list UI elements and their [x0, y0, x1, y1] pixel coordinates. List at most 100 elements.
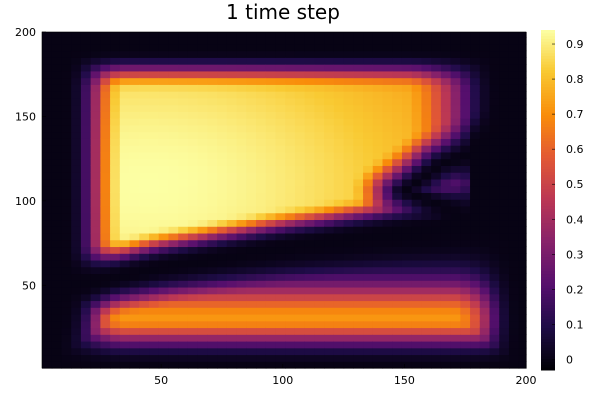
heatmap-cell	[246, 199, 257, 207]
colorbar-segment	[541, 115, 555, 119]
heatmap-cell	[168, 192, 179, 200]
heatmap-cell	[382, 307, 393, 315]
heatmap-cell	[333, 178, 345, 187]
heatmap-cell	[518, 43, 527, 52]
heatmap-cell	[363, 219, 374, 227]
heatmap-cell	[401, 226, 413, 234]
heatmap-cell	[363, 266, 374, 275]
heatmap-cell	[431, 91, 442, 99]
heatmap-cell	[158, 50, 170, 58]
heatmap-cell	[372, 212, 384, 221]
heatmap-cell	[207, 57, 218, 65]
heatmap-cell	[168, 354, 179, 362]
heatmap-cell	[139, 334, 150, 342]
heatmap-cell	[392, 32, 403, 38]
heatmap-cell	[100, 320, 111, 329]
heatmap-cell	[236, 70, 247, 79]
heatmap-cell	[285, 172, 296, 180]
heatmap-cell	[382, 300, 393, 308]
heatmap-cell	[256, 361, 267, 369]
heatmap-cell	[178, 253, 189, 261]
heatmap-cell	[61, 70, 72, 79]
heatmap-cell	[499, 172, 510, 180]
heatmap-cell	[119, 118, 131, 126]
colorbar-segment	[541, 55, 555, 59]
heatmap-cell	[139, 192, 150, 200]
heatmap-cell	[187, 77, 199, 85]
heatmap-cell	[197, 111, 208, 119]
heatmap-cell	[139, 232, 150, 241]
heatmap-cell	[440, 199, 452, 207]
colorbar-segment	[541, 225, 555, 229]
heatmap-cell	[508, 226, 520, 234]
heatmap-cell	[343, 273, 354, 281]
heatmap-cell	[207, 320, 218, 329]
colorbar-segment	[541, 75, 555, 79]
heatmap-cell	[119, 232, 131, 241]
heatmap-cell	[489, 246, 500, 254]
heatmap-cell	[382, 104, 393, 112]
heatmap-cell	[343, 57, 354, 65]
heatmap-cell	[363, 70, 374, 79]
heatmap-cell	[479, 165, 491, 173]
heatmap-cell	[236, 239, 247, 248]
heatmap-cell	[168, 32, 179, 38]
heatmap-cell	[90, 347, 101, 356]
heatmap-cell	[158, 212, 170, 221]
heatmap-cell	[421, 97, 432, 106]
heatmap-cell	[217, 118, 228, 126]
heatmap-cell	[178, 151, 189, 160]
heatmap-cell	[275, 50, 286, 58]
heatmap-cell	[139, 340, 150, 349]
heatmap-cell	[450, 32, 461, 38]
heatmap-cell	[294, 158, 306, 166]
heatmap-cell	[158, 259, 170, 268]
heatmap-cell	[460, 347, 471, 356]
heatmap-cell	[470, 334, 481, 342]
heatmap-cell	[431, 151, 442, 160]
heatmap-cell	[265, 320, 277, 329]
heatmap-cell	[324, 226, 335, 234]
heatmap-cell	[353, 361, 364, 369]
heatmap-cell	[61, 340, 72, 349]
heatmap-cell	[149, 192, 160, 200]
heatmap-cell	[314, 111, 325, 119]
heatmap-cell	[158, 138, 170, 146]
heatmap-cell	[489, 280, 500, 288]
heatmap-cell	[149, 307, 160, 315]
heatmap-cell	[314, 165, 325, 173]
heatmap-cell	[401, 327, 413, 335]
heatmap-cell	[110, 280, 121, 288]
heatmap-cell	[119, 57, 131, 65]
heatmap-cell	[479, 286, 491, 295]
heatmap-cell	[324, 43, 335, 52]
heatmap-cell	[168, 347, 179, 356]
heatmap-cell	[236, 347, 247, 356]
heatmap-cell	[343, 259, 354, 268]
heatmap-cell	[90, 77, 101, 85]
heatmap-cell	[265, 354, 277, 362]
plot-area	[41, 31, 527, 369]
heatmap-cell	[119, 307, 131, 315]
heatmap-cell	[411, 158, 423, 166]
heatmap-cell	[119, 131, 131, 139]
heatmap-cell	[382, 286, 393, 295]
heatmap-cell	[304, 205, 315, 214]
heatmap-cell	[411, 178, 423, 187]
heatmap-cell	[265, 293, 277, 302]
heatmap-cell	[431, 158, 442, 166]
heatmap-cell	[343, 131, 354, 139]
heatmap-cell	[470, 151, 481, 160]
heatmap-cell	[314, 300, 325, 308]
heatmap-cell	[411, 199, 423, 207]
heatmap-cell	[401, 124, 413, 133]
heatmap-cell	[363, 307, 374, 315]
heatmap-cell	[129, 226, 140, 234]
heatmap-cell	[168, 185, 179, 193]
heatmap-cell	[265, 84, 277, 92]
heatmap-cell	[207, 280, 218, 288]
heatmap-cell	[265, 246, 277, 254]
heatmap-cell	[139, 124, 150, 133]
heatmap-cell	[431, 327, 442, 335]
heatmap-cell	[382, 219, 393, 227]
